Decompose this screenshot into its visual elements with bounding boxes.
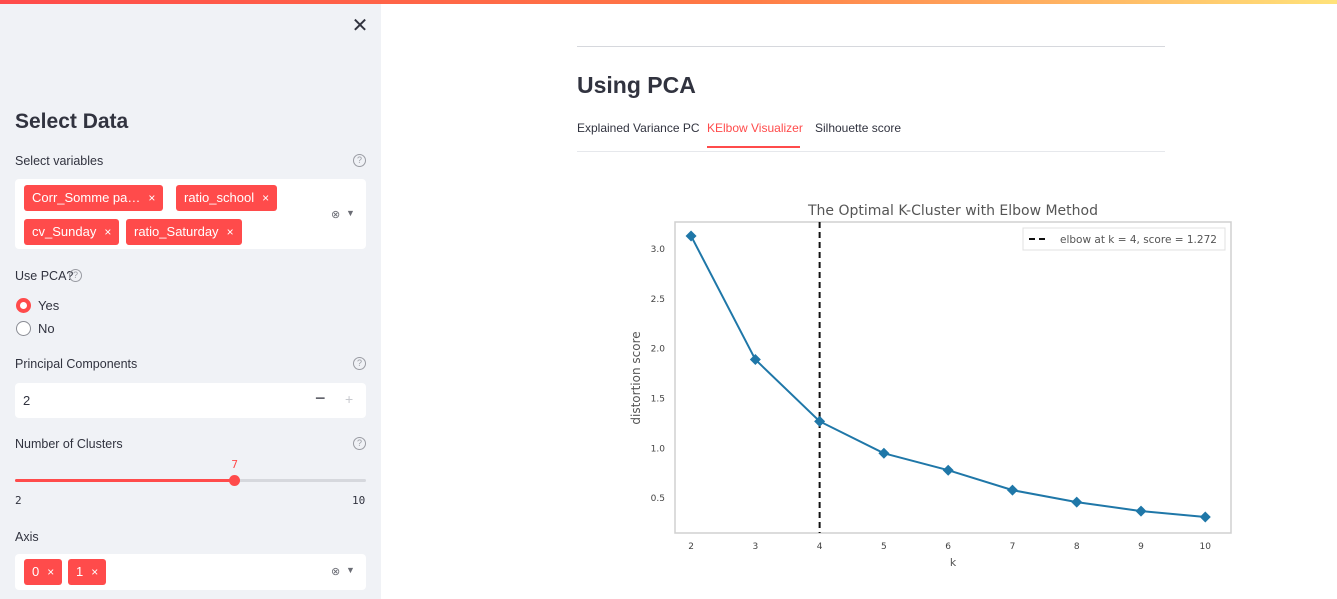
- page-title: Using PCA: [577, 72, 696, 98]
- chip-label: ratio_school: [184, 190, 255, 205]
- variable-chip: cv_Sunday ×: [24, 219, 120, 245]
- clusters-slider-thumb[interactable]: [229, 475, 241, 486]
- y-tick-label: 1.0: [651, 444, 666, 454]
- principal-components-help-icon[interactable]: ?: [353, 357, 366, 370]
- clusters-label: Number of Clusters: [15, 437, 123, 451]
- sidebar: ✕ Select Data Select variables ? Corr_So…: [0, 0, 381, 599]
- decrement-button[interactable]: −: [315, 388, 326, 408]
- chip-label: 0: [32, 564, 40, 579]
- y-ticks: 0.5 1.0 1.5 2.0 2.5 3.0: [651, 245, 666, 504]
- chip-remove-icon[interactable]: ×: [262, 191, 270, 205]
- x-ticks: 2 3 4 5 6 7 8 9 10: [688, 542, 1211, 552]
- data-point-marker: [878, 447, 890, 459]
- x-tick-label: 10: [1200, 542, 1212, 552]
- variable-chip: ratio_school ×: [176, 185, 278, 211]
- axis-label: Axis: [15, 530, 39, 544]
- chip-label: 1: [76, 564, 84, 579]
- elbow-chart-svg: The Optimal K-Cluster with Elbow Method …: [629, 203, 1232, 569]
- top-decoration-bar: [0, 0, 1337, 4]
- x-tick-label: 5: [881, 542, 887, 552]
- data-point-marker: [814, 415, 826, 427]
- data-point-marker: [1199, 511, 1211, 523]
- x-tick-label: 2: [688, 542, 694, 552]
- chevron-down-icon[interactable]: ▼: [346, 208, 355, 218]
- select-variables-label: Select variables: [15, 154, 104, 168]
- clusters-slider[interactable]: [15, 475, 366, 486]
- use-pca-help-icon[interactable]: ?: [69, 269, 82, 282]
- select-variables-multiselect[interactable]: Corr_Somme pa… × ratio_school × cv_Sunday ×…: [15, 179, 366, 249]
- axis-multiselect[interactable]: 0 × 1 × ⊗ ▼: [15, 554, 366, 590]
- radio-yes-label[interactable]: Yes: [38, 298, 60, 313]
- radio-no[interactable]: [16, 321, 31, 336]
- variable-chip: Corr_Somme pa… ×: [24, 185, 164, 211]
- y-tick-label: 2.5: [651, 295, 665, 305]
- increment-button[interactable]: +: [345, 391, 354, 407]
- legend-box: [1022, 227, 1226, 251]
- data-point-marker: [685, 230, 697, 242]
- y-axis-label: distortion score: [629, 331, 643, 424]
- select-variables-help-icon[interactable]: ?: [353, 154, 366, 167]
- legend-label: elbow at k = 4, score = 1.272: [1060, 234, 1217, 246]
- data-point-marker: [1006, 484, 1018, 496]
- clusters-help-icon[interactable]: ?: [353, 437, 366, 450]
- chip-label: cv_Sunday: [32, 224, 97, 239]
- main-divider: [577, 46, 1165, 47]
- clusters-slider-min: 2: [15, 494, 22, 507]
- principal-components-label: Principal Components: [15, 357, 138, 371]
- y-tick-label: 1.5: [651, 394, 665, 404]
- tab-silhouette-score[interactable]: Silhouette score: [815, 121, 902, 135]
- chevron-down-icon[interactable]: ▼: [346, 565, 355, 575]
- data-point-marker: [749, 354, 761, 366]
- axis-chip: 1 ×: [68, 559, 107, 585]
- chip-label: ratio_Saturday: [134, 224, 219, 239]
- x-tick-label: 9: [1138, 542, 1144, 552]
- x-axis-label: k: [950, 556, 957, 569]
- sidebar-title: Select Data: [15, 110, 129, 133]
- chip-remove-icon[interactable]: ×: [91, 565, 99, 579]
- axis-chip: 0 ×: [24, 559, 63, 585]
- tab-kelbow-visualizer[interactable]: KElbow Visualizer: [707, 121, 803, 135]
- radio-no-label[interactable]: No: [38, 321, 55, 336]
- chip-remove-icon[interactable]: ×: [47, 565, 55, 579]
- data-point-marker: [1071, 496, 1083, 508]
- x-tick-label: 7: [1010, 542, 1016, 552]
- x-tick-label: 8: [1074, 542, 1080, 552]
- clear-all-icon[interactable]: ⊗: [331, 209, 341, 221]
- data-markers: [685, 230, 1211, 523]
- y-tick-label: 3.0: [651, 245, 666, 255]
- data-point-marker: [942, 464, 954, 476]
- close-sidebar-button[interactable]: ✕: [351, 15, 369, 37]
- clusters-slider-fill: [15, 479, 235, 482]
- chart-tabs: Explained Variance PC KElbow Visualizer …: [577, 121, 1165, 152]
- principal-components-input[interactable]: 2 − +: [15, 383, 366, 418]
- chart-title: The Optimal K-Cluster with Elbow Method: [807, 203, 1098, 219]
- chip-remove-icon[interactable]: ×: [226, 225, 234, 239]
- radio-yes[interactable]: [16, 298, 31, 313]
- tab-explained-variance[interactable]: Explained Variance PC: [577, 121, 700, 135]
- clusters-slider-max: 10: [352, 494, 366, 507]
- y-tick-label: 0.5: [651, 494, 665, 504]
- plot-area: [674, 221, 1232, 534]
- clear-all-icon[interactable]: ⊗: [331, 566, 341, 578]
- x-tick-label: 3: [752, 542, 758, 552]
- data-point-marker: [1135, 505, 1147, 517]
- y-tick-label: 2.0: [651, 345, 666, 355]
- principal-components-value[interactable]: 2: [23, 393, 31, 408]
- legend: elbow at k = 4, score = 1.272: [1022, 227, 1226, 251]
- chip-remove-icon[interactable]: ×: [104, 225, 112, 239]
- chip-label: Corr_Somme pa…: [32, 190, 141, 205]
- use-pca-label: Use PCA?: [15, 269, 74, 283]
- x-tick-label: 6: [945, 542, 951, 552]
- elbow-chart: The Optimal K-Cluster with Elbow Method …: [620, 195, 1240, 575]
- x-tick-label: 4: [817, 542, 823, 552]
- active-tab-indicator: [707, 146, 800, 148]
- chip-remove-icon[interactable]: ×: [148, 191, 156, 205]
- variable-chip: ratio_Saturday ×: [126, 219, 242, 245]
- clusters-slider-value: 7: [231, 458, 238, 471]
